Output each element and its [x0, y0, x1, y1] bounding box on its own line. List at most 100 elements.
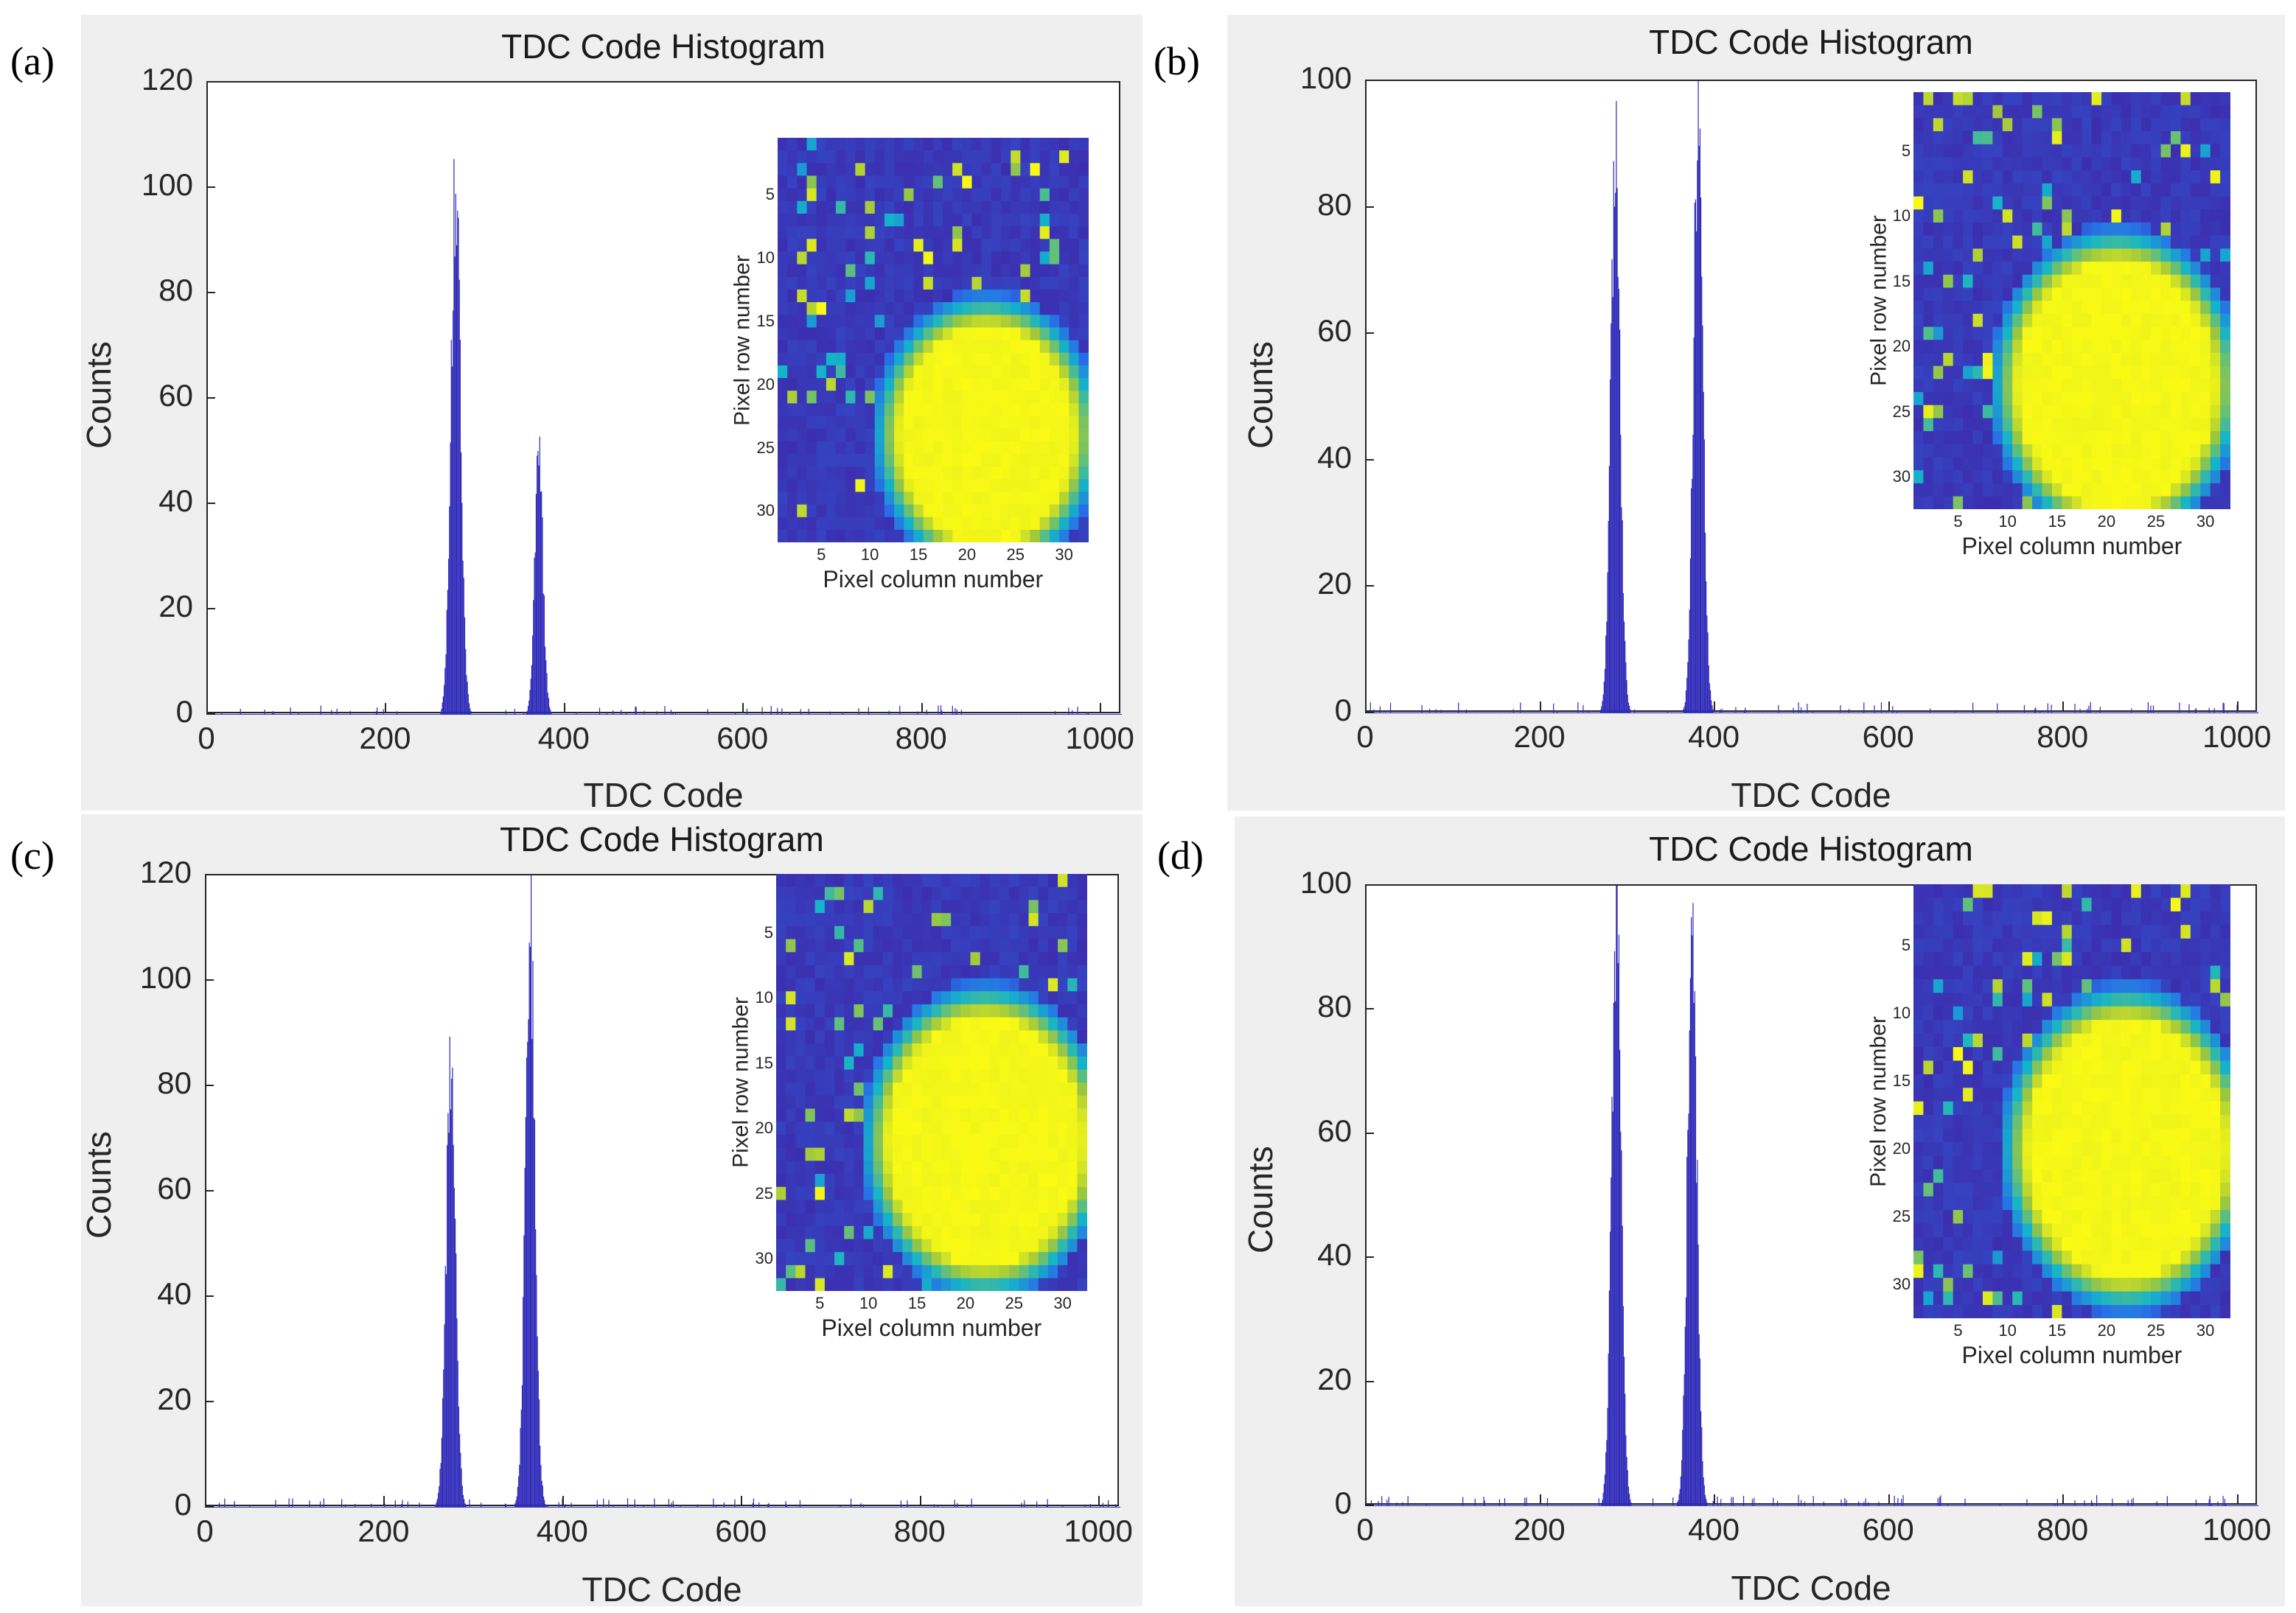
histogram-bar [1096, 1506, 1098, 1508]
heatmap-cell [1039, 201, 1050, 214]
histogram-bar [669, 713, 671, 715]
heatmap-cell [884, 264, 895, 278]
histogram-bar [1025, 713, 1027, 715]
heatmap-cell [904, 150, 915, 164]
histogram-bar [782, 1506, 784, 1508]
heatmap-cell [1020, 201, 1031, 214]
heatmap-cell [1078, 290, 1089, 303]
histogram-bar [1824, 1505, 1826, 1506]
histogram-bar [692, 1506, 694, 1508]
histogram-bar [708, 1506, 710, 1508]
histogram-bar [1644, 1505, 1646, 1506]
histogram-bar [1947, 1503, 1948, 1506]
heatmap-cell [981, 365, 992, 379]
histogram-d [1367, 886, 2258, 1506]
histogram-bar [301, 1506, 303, 1508]
heatmap-cell [894, 239, 904, 253]
histogram-bar [935, 713, 938, 715]
histogram-bar [1710, 690, 1711, 713]
histogram-bar [921, 1506, 924, 1508]
histogram-bar [2166, 1505, 2167, 1506]
histogram-bar [287, 1506, 289, 1508]
histogram-bar [1965, 1505, 1967, 1506]
histogram-bar [652, 1506, 654, 1508]
histogram-bar [1070, 713, 1071, 715]
histogram-bar [696, 1506, 697, 1508]
histogram-bar [1059, 1506, 1061, 1508]
heatmap-cell [913, 327, 924, 341]
histogram-bar [265, 713, 266, 715]
histogram-bar [1089, 1504, 1091, 1508]
heatmap-cell [952, 365, 963, 379]
histogram-bar [2136, 1505, 2138, 1506]
histogram-bar [2034, 1505, 2036, 1506]
histogram-bar [893, 713, 896, 715]
heatmap-cell [1011, 188, 1021, 202]
heatmap-cell [962, 214, 973, 227]
histogram-bar [816, 713, 817, 715]
histogram-bar [607, 713, 609, 715]
histogram-bar [381, 713, 383, 715]
histogram-bar [299, 1506, 301, 1508]
heatmap-cell [874, 201, 885, 214]
histogram-bar [1864, 1505, 1866, 1506]
histogram-bar [943, 713, 945, 715]
histogram-bar [1421, 1505, 1423, 1506]
histogram-bar [1702, 1460, 1703, 1506]
histogram-bar [1702, 325, 1703, 713]
histogram-bar [472, 1506, 474, 1508]
heatmap-cell [1020, 276, 1031, 290]
histogram-bar [1667, 1505, 1669, 1506]
histogram-bar [883, 713, 884, 715]
histogram-bar [1672, 1497, 1674, 1506]
histogram-bar [1420, 1505, 1422, 1506]
heatmap-cell [1001, 239, 1011, 253]
heatmap-cell [913, 150, 924, 164]
histogram-bar [823, 1506, 825, 1508]
histogram-bar [2155, 1505, 2157, 1506]
histogram-bar [996, 713, 997, 715]
histogram-bar [532, 635, 534, 715]
histogram-bar [1627, 1486, 1630, 1506]
histogram-bar [1998, 1505, 2000, 1506]
histogram-bar [879, 1506, 880, 1508]
histogram-bar [753, 1498, 755, 1508]
histogram-bar [612, 1506, 613, 1508]
histogram-bar [371, 713, 373, 715]
histogram-bar [408, 1506, 410, 1508]
histogram-bar [827, 713, 828, 715]
histogram-bar [588, 713, 590, 715]
histogram-bar [1975, 1505, 1977, 1506]
histogram-bar [751, 1506, 753, 1508]
histogram-bar [473, 713, 475, 715]
heatmap-cell [932, 428, 943, 442]
histogram-bar [276, 713, 278, 715]
heatmap-cell [806, 226, 817, 240]
histogram-bar [2107, 1505, 2109, 1506]
heatmap-cell [1039, 441, 1050, 455]
histogram-bar [902, 1506, 904, 1508]
histogram-bar [1751, 1499, 1753, 1506]
histogram-bar [1552, 1505, 1554, 1506]
histogram-bar [1603, 1483, 1605, 1506]
heatmap-cell [855, 365, 866, 379]
histogram-bar [1673, 1505, 1675, 1506]
histogram-bar [2037, 1505, 2039, 1506]
heatmap-cell [904, 138, 915, 151]
histogram-bar [680, 713, 682, 715]
histogram-bar [1506, 1505, 1507, 1506]
heatmap-cell [826, 163, 837, 177]
heatmap-cell [855, 276, 866, 290]
histogram-bar [737, 713, 739, 715]
histogram-bar [1636, 1505, 1638, 1506]
histogram-bar [775, 713, 776, 715]
histogram-bar [567, 713, 568, 715]
histogram-bar [950, 713, 952, 715]
histogram-bar [1108, 1500, 1109, 1508]
histogram-bar [876, 713, 877, 715]
histogram-bar [812, 1506, 814, 1508]
heatmap-cell [855, 327, 866, 341]
histogram-bar [621, 713, 623, 715]
histogram-bar [2111, 1505, 2112, 1506]
histogram-bar [1017, 713, 1019, 715]
